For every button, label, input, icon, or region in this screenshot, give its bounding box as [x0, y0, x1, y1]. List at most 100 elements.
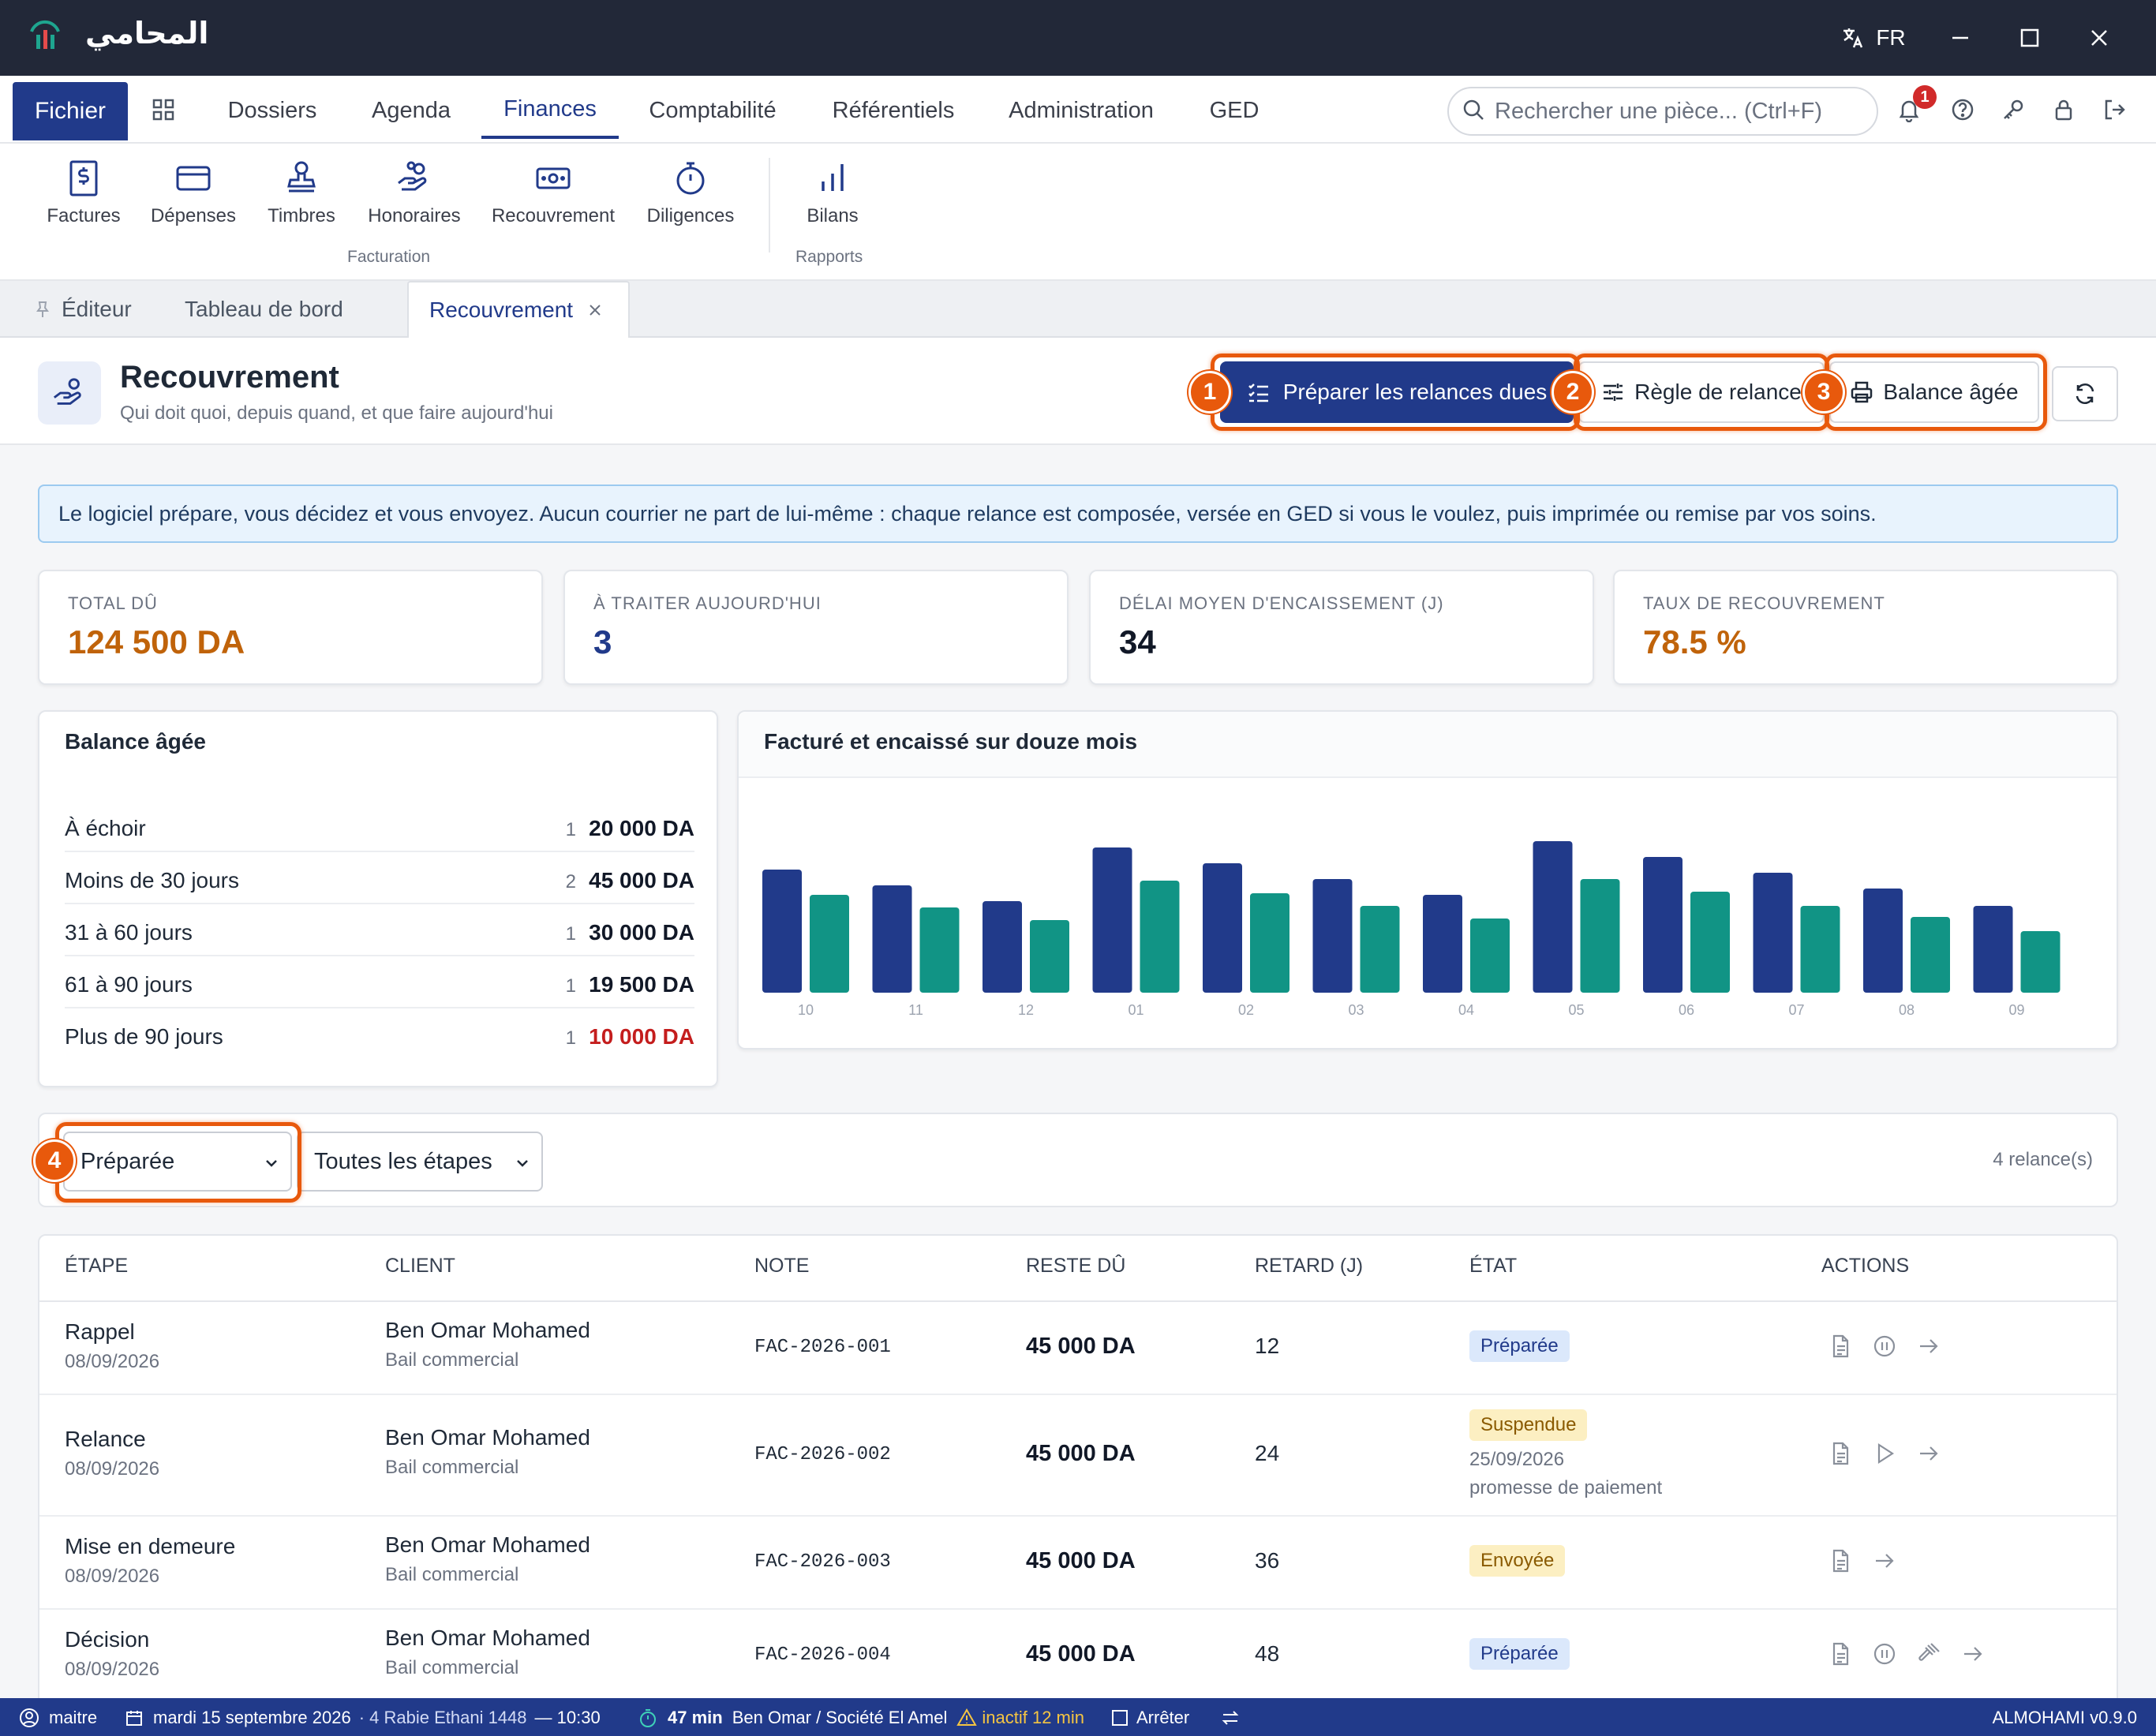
refresh-button[interactable] — [2052, 366, 2118, 421]
play-icon[interactable] — [1872, 1441, 1897, 1466]
filter-bar: Préparée Toutes les étapes 4 4 relance(s… — [33, 1113, 2118, 1207]
ribbon-depenses[interactable]: Dépenses — [147, 159, 240, 238]
user-status[interactable]: maitre — [19, 1708, 97, 1728]
banknote-icon — [536, 167, 571, 189]
reminder-rule-button[interactable]: Règle de relance — [1578, 361, 1825, 423]
minimize-icon[interactable] — [1941, 19, 1979, 57]
lock-icon[interactable] — [2047, 93, 2080, 126]
pause-icon[interactable] — [1872, 1641, 1897, 1667]
state-filter-select[interactable]: Préparée — [63, 1132, 292, 1192]
balance-row: 61 à 90 jours 1 19 500 DA — [65, 956, 694, 1008]
ribbon-honoraires[interactable]: Honoraires — [363, 159, 466, 238]
ribbon-group-rapports: Rapports — [795, 248, 863, 266]
document-icon[interactable] — [1828, 1441, 1853, 1466]
col-header-reste-du[interactable]: RESTE DÛ — [1026, 1255, 1126, 1277]
state-filter-value: Préparée — [80, 1148, 175, 1174]
menu-tab-agenda[interactable]: Agenda — [372, 97, 451, 123]
close-icon[interactable] — [2080, 19, 2118, 57]
search-input[interactable]: Rechercher une pièce... (Ctrl+F) — [1447, 87, 1878, 136]
kpi-recovery-rate: TAUX DE RECOUVREMENT 78.5 % — [1613, 570, 2118, 685]
document-icon[interactable] — [1828, 1548, 1853, 1573]
document-icon[interactable] — [1828, 1641, 1853, 1667]
chart-bar-s1-04 — [1423, 895, 1462, 993]
menu-tab-dossiers[interactable]: Dossiers — [227, 97, 317, 123]
timer-status[interactable]: 47 min Ben Omar / Société El Amel inacti… — [638, 1708, 1084, 1728]
col-header-retard[interactable]: RETARD (J) — [1255, 1255, 1364, 1277]
language-label[interactable]: FR — [1876, 25, 1906, 50]
bell-icon[interactable] — [1892, 93, 1926, 126]
ribbon-factures[interactable]: Factures — [43, 159, 125, 238]
ribbon-depenses-label: Dépenses — [150, 205, 237, 226]
menu-tab-referentiels[interactable]: Référentiels — [832, 97, 955, 123]
kpi-value: 124 500 DA — [68, 623, 245, 660]
ribbon-diligences[interactable]: Diligences — [641, 159, 740, 238]
stage-filter-select[interactable]: Toutes les étapes — [297, 1132, 543, 1192]
tab-tableau-de-bord[interactable]: Tableau de bord — [185, 297, 343, 321]
row-note[interactable]: FAC-2026-004 — [754, 1644, 891, 1666]
key-icon[interactable] — [1997, 93, 2030, 126]
row-note[interactable]: FAC-2026-002 — [754, 1444, 891, 1465]
chart-bar-s2-02 — [1250, 893, 1289, 993]
tab-recouvrement[interactable]: Recouvrement — [407, 281, 630, 338]
ribbon-recouvrement[interactable]: Recouvrement — [489, 159, 617, 238]
balance-count: 1 — [565, 1027, 576, 1049]
table-row[interactable]: Décision 08/09/2026 Ben Omar Mohamed Bai… — [39, 1610, 2117, 1703]
row-client[interactable]: Ben Omar Mohamed — [385, 1626, 590, 1650]
apps-grid-icon[interactable] — [152, 98, 175, 122]
chart-bar-s1-08 — [1863, 889, 1903, 993]
col-header-client[interactable]: CLIENT — [385, 1255, 455, 1277]
menu-tab-ged[interactable]: GED — [1209, 97, 1260, 123]
chart-bar-s2-07 — [1800, 906, 1840, 993]
row-note[interactable]: FAC-2026-003 — [754, 1551, 891, 1573]
kpi-value: 34 — [1119, 623, 1156, 660]
menu-file[interactable]: Fichier — [13, 82, 128, 140]
timer-matter: Ben Omar / Société El Amel — [732, 1708, 948, 1727]
row-client[interactable]: Ben Omar Mohamed — [385, 1318, 590, 1342]
menu-tab-administration[interactable]: Administration — [1009, 97, 1154, 123]
pause-icon[interactable] — [1872, 1334, 1897, 1359]
maximize-icon[interactable] — [2011, 19, 2049, 57]
bar-chart-icon — [822, 164, 844, 191]
row-due: 45 000 DA — [1026, 1641, 1136, 1667]
title-bar: المحامي FR — [0, 0, 2156, 76]
table-row[interactable]: Mise en demeure 08/09/2026 Ben Omar Moha… — [39, 1517, 2117, 1610]
state-note: promesse de paiement — [1469, 1477, 1663, 1498]
tab-close-icon[interactable] — [587, 302, 603, 318]
table-row[interactable]: Relance 08/09/2026 Ben Omar Mohamed Bail… — [39, 1395, 2117, 1517]
balance-amount: 20 000 DA — [589, 816, 694, 840]
menu-tab-finances[interactable]: Finances — [481, 82, 619, 139]
inactive-label: inactif 12 min — [982, 1708, 1084, 1727]
switch-icon[interactable] — [1220, 1708, 1241, 1728]
row-stage: Mise en demeure — [65, 1534, 236, 1558]
translate-icon[interactable] — [1837, 19, 1869, 57]
balance-count: 1 — [565, 923, 576, 945]
row-client[interactable]: Ben Omar Mohamed — [385, 1532, 590, 1557]
ribbon-factures-label: Factures — [47, 205, 121, 226]
logout-icon[interactable] — [2098, 93, 2131, 126]
stop-timer-button[interactable]: Arrêter — [1111, 1708, 1189, 1728]
pin-icon[interactable] — [33, 300, 52, 319]
tab-editeur[interactable]: Éditeur — [62, 297, 132, 321]
document-icon[interactable] — [1828, 1334, 1853, 1359]
kpi-value: 78.5 % — [1643, 623, 1746, 660]
help-icon[interactable] — [1946, 93, 1979, 126]
ribbon-timbres[interactable]: Timbres — [260, 159, 342, 238]
table-row[interactable]: Rappel 08/09/2026 Ben Omar Mohamed Bail … — [39, 1302, 2117, 1395]
printer-icon — [1851, 381, 1873, 403]
row-stage: Relance — [65, 1427, 146, 1451]
col-header-note[interactable]: NOTE — [754, 1255, 810, 1277]
col-header-etape[interactable]: ÉTAPE — [65, 1255, 129, 1277]
sliders-icon — [1604, 383, 1623, 401]
prepare-reminders-button[interactable]: Préparer les relances dues — [1220, 361, 1574, 423]
row-note[interactable]: FAC-2026-001 — [754, 1337, 891, 1358]
chart-bar-s1-12 — [983, 901, 1022, 993]
arrow-right-icon[interactable] — [1960, 1641, 1986, 1667]
table-header: ÉTAPE CLIENT NOTE RESTE DÛ RETARD (J) ÉT… — [39, 1236, 2117, 1302]
gavel-icon[interactable] — [1916, 1641, 1941, 1667]
arrow-right-icon[interactable] — [1916, 1441, 1941, 1466]
arrow-right-icon[interactable] — [1916, 1334, 1941, 1359]
arrow-right-icon[interactable] — [1872, 1548, 1897, 1573]
menu-tab-comptabilite[interactable]: Comptabilité — [649, 97, 777, 123]
ribbon-bilans[interactable]: Bilans — [797, 159, 868, 238]
row-client[interactable]: Ben Omar Mohamed — [385, 1425, 590, 1450]
